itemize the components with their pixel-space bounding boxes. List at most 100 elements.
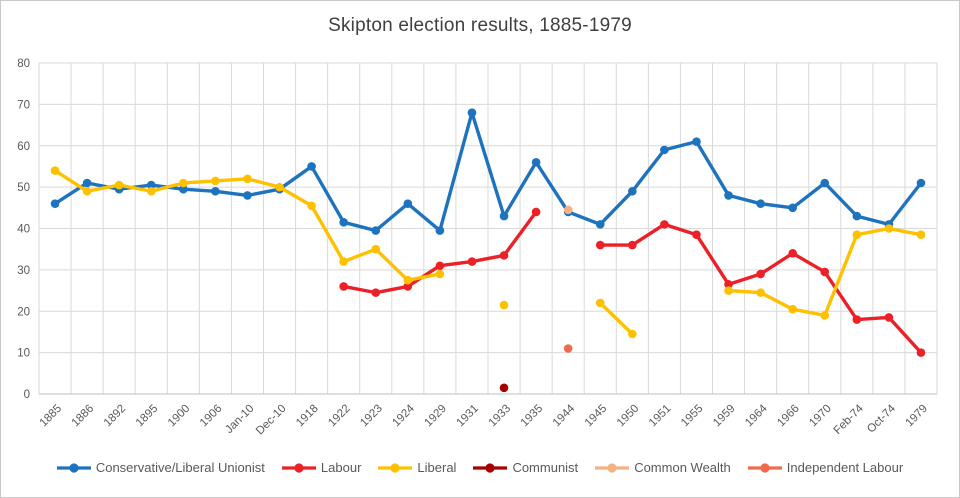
- data-point-liberal-1933: [499, 300, 509, 310]
- data-point-liberal-1885: [50, 166, 60, 175]
- data-point-liberal-1922: [339, 257, 348, 266]
- legend-dot-common-wealth: [607, 462, 617, 473]
- series-line-liberal: [598, 301, 635, 336]
- data-point-conservative-liberal-unionist-1895: [146, 180, 156, 190]
- data-point-liberal-1924: [403, 275, 413, 285]
- x-tick-label: 1951: [647, 403, 674, 430]
- data-point-conservative-liberal-unionist-1923: [371, 226, 381, 235]
- data-point-conservative-liberal-unionist-1966: [788, 203, 797, 213]
- data-point-labour-1923: [371, 288, 381, 297]
- data-point-conservative-liberal-unionist-1931: [467, 108, 477, 117]
- y-tick-label: 60: [17, 141, 30, 153]
- data-point-liberal-1945: [595, 298, 605, 308]
- data-point-conservative-liberal-unionist-1933: [499, 211, 509, 221]
- data-point-labour-1950: [628, 240, 637, 250]
- data-point-liberal-1929: [435, 269, 445, 279]
- data-point-labour-1966: [788, 249, 797, 258]
- data-point-conservative-liberal-unionist-1918: [307, 162, 316, 171]
- data-point-liberal-Dec-10: [275, 182, 284, 192]
- legend-item-conservative-liberal-unionist: Conservative/Liberal Unionist: [56, 460, 265, 475]
- data-point-conservative-liberal-unionist-1935: [531, 158, 541, 167]
- data-point-conservative-liberal-unionist-1886: [82, 178, 92, 188]
- y-tick-label: 30: [17, 265, 30, 277]
- data-point-liberal-1918: [307, 201, 316, 211]
- series-line-labour: [341, 210, 538, 295]
- legend-item-labour: Labour: [281, 460, 362, 475]
- legend-label-conservative-liberal-unionist: Conservative/Liberal Unionist: [95, 460, 265, 475]
- legend-marker-conservative-liberal-unionist: [56, 462, 91, 473]
- data-point-liberal-1959: [724, 286, 733, 295]
- y-tick-label: 10: [17, 348, 30, 360]
- data-point-liberal-1950: [628, 329, 637, 339]
- data-point-labour-Feb-74: [852, 315, 862, 324]
- series-line-conservative-liberal-unionist: [53, 110, 923, 233]
- legend-item-liberal: Liberal: [378, 460, 456, 475]
- legend-item-common-wealth: Common Wealth: [595, 460, 731, 475]
- y-tick-label: 50: [17, 182, 30, 194]
- x-tick-label: 1900: [166, 403, 193, 430]
- data-point-labour-1945: [595, 240, 605, 250]
- x-tick-label: 1906: [198, 403, 225, 430]
- data-point-liberal-Jan-10: [243, 174, 252, 184]
- data-point-conservative-liberal-unionist-1979: [916, 178, 926, 188]
- legend-dot-liberal: [390, 462, 401, 473]
- data-point-conservative-liberal-unionist-1906: [211, 186, 220, 196]
- data-point-labour-1959: [724, 280, 733, 289]
- data-point-conservative-liberal-unionist-1951: [660, 145, 669, 155]
- legend-marker-labour: [281, 462, 316, 473]
- data-point-conservative-liberal-unionist-Feb-74: [852, 211, 862, 221]
- data-point-labour-1951: [660, 220, 669, 229]
- x-tick-label: 1964: [743, 402, 770, 429]
- data-point-liberal-1964: [756, 288, 765, 297]
- data-point-labour-1922: [339, 282, 348, 291]
- y-tick-label: 70: [17, 99, 30, 111]
- data-point-liberal-Feb-74: [852, 230, 862, 240]
- data-point-conservative-liberal-unionist-1959: [724, 191, 733, 200]
- legend-item-communist: Communist: [473, 460, 578, 475]
- legend-dot-labour: [294, 462, 304, 473]
- data-point-conservative-liberal-unionist-1900: [179, 184, 188, 194]
- y-tick-label: 20: [17, 306, 30, 318]
- legend-label-labour: Labour: [320, 460, 362, 475]
- x-tick-label: 1933: [487, 403, 514, 430]
- data-point-conservative-liberal-unionist-Jan-10: [243, 191, 252, 200]
- x-tick-label: 1950: [615, 403, 642, 430]
- data-point-conservative-liberal-unionist-1950: [628, 186, 637, 196]
- legend-marker-independent-labour: [747, 462, 782, 473]
- y-tick-label: 0: [24, 389, 30, 401]
- x-tick-label: 1895: [134, 403, 161, 430]
- x-tick-label: 1886: [70, 403, 97, 430]
- data-point-liberal-1970: [820, 311, 830, 320]
- legend-marker-liberal: [378, 462, 413, 473]
- legend-label-common-wealth: Common Wealth: [634, 460, 731, 475]
- data-point-conservative-liberal-unionist-1922: [339, 217, 348, 227]
- legend-dot-independent-labour: [760, 462, 770, 473]
- data-point-conservative-liberal-unionist-1929: [435, 226, 445, 235]
- x-tick-label: 1935: [519, 403, 546, 430]
- legend-dot-conservative-liberal-unionist: [69, 462, 79, 473]
- legend-marker-communist: [473, 462, 508, 473]
- legend: Conservative/Liberal Unionist Labour Liber…: [1, 460, 959, 475]
- x-tick-label: 1924: [390, 402, 417, 429]
- data-point-labour-1924: [403, 282, 413, 291]
- data-point-liberal-Oct-74: [884, 224, 894, 233]
- x-tick-label: 1970: [807, 403, 834, 430]
- data-point-conservative-liberal-unionist-1955: [692, 137, 701, 146]
- x-tick-label: 1885: [38, 403, 65, 430]
- x-tick-label: 1979: [904, 403, 931, 430]
- data-point-labour-1964: [756, 269, 765, 279]
- data-point-liberal-1979: [916, 230, 926, 240]
- x-tick-label: 1923: [358, 403, 385, 430]
- x-tick-label: 1966: [775, 403, 802, 430]
- data-point-labour-1933: [499, 251, 509, 260]
- x-tick-label: 1955: [679, 403, 706, 430]
- data-point-labour-1955: [692, 230, 701, 240]
- data-point-labour-1929: [435, 261, 445, 271]
- data-point-common-wealth-1944: [563, 205, 573, 215]
- legend-marker-common-wealth: [595, 462, 630, 473]
- data-point-liberal-1886: [82, 186, 92, 196]
- x-tick-label: Feb-74: [832, 402, 867, 437]
- legend-label-communist: Communist: [512, 460, 579, 475]
